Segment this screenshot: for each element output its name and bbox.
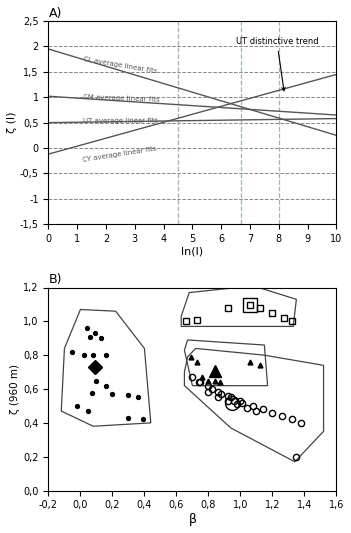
Y-axis label: ζ (l): ζ (l) <box>7 112 17 133</box>
X-axis label: β: β <box>188 513 197 526</box>
Text: CY average linear fits: CY average linear fits <box>82 145 157 163</box>
Y-axis label: ζ (960 m): ζ (960 m) <box>11 364 20 414</box>
Text: A): A) <box>48 7 62 20</box>
Text: UT distinctive trend: UT distinctive trend <box>236 37 318 91</box>
Text: UT average linear fits: UT average linear fits <box>83 118 158 124</box>
Text: B): B) <box>48 273 62 286</box>
X-axis label: ln(l): ln(l) <box>181 247 204 257</box>
Text: CL average linear fits: CL average linear fits <box>83 56 157 74</box>
Text: CM average linear fits: CM average linear fits <box>83 94 160 102</box>
